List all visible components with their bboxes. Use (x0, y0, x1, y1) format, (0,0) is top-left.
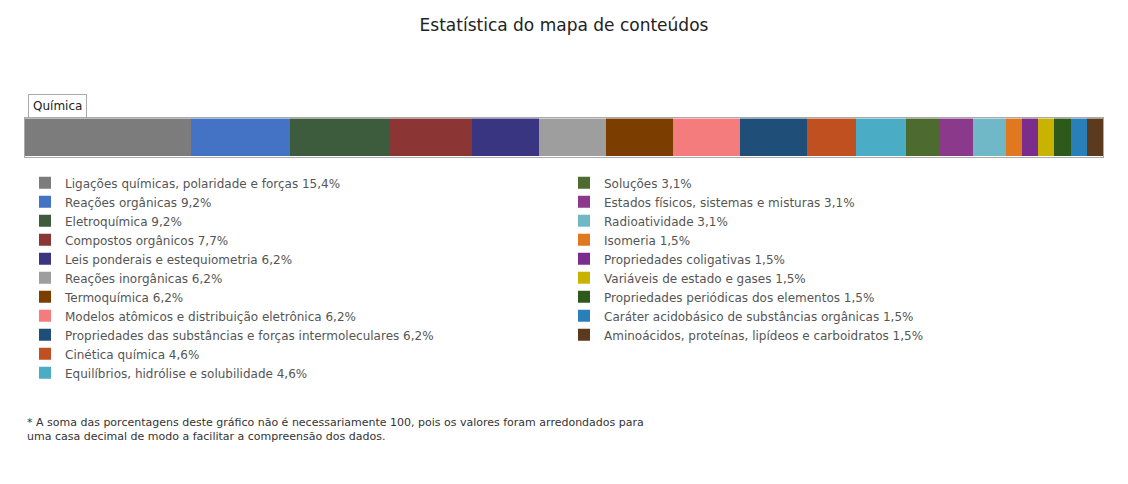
svg-text:Aminoácidos, proteínas, lipíde: Aminoácidos, proteínas, lipídeos e carbo… (604, 329, 923, 343)
svg-text:* A soma das porcentagens dest: * A soma das porcentagens deste gráfico … (27, 416, 644, 443)
svg-text:Variáveis de estado e gases 1,: Variáveis de estado e gases 1,5% (604, 272, 806, 286)
svg-text:Eletroquímica 9,2%: Eletroquímica 9,2% (65, 215, 182, 229)
svg-text:Reações orgânicas 9,2%: Reações orgânicas 9,2% (65, 196, 211, 210)
svg-text:Estatística do mapa de conteúd: Estatística do mapa de conteúdos (420, 15, 709, 35)
svg-text:Ligações químicas, polaridade: Ligações químicas, polaridade e forças 1… (65, 177, 340, 191)
svg-text:Modelos atômicos e distribuiçã: Modelos atômicos e distribuição eletrôni… (65, 310, 356, 324)
svg-text:Soluções 3,1%: Soluções 3,1% (604, 177, 692, 191)
svg-text:Propriedades coligativas 1,5%: Propriedades coligativas 1,5% (604, 253, 785, 267)
svg-text:Radioatividade 3,1%: Radioatividade 3,1% (604, 215, 728, 229)
svg-text:Propriedades periódicas dos el: Propriedades periódicas dos elementos 1,… (604, 291, 874, 305)
svg-text:Leis ponderais e estequiometri: Leis ponderais e estequiometria 6,2% (65, 253, 292, 267)
svg-text:Estados físicos, sistemas e mi: Estados físicos, sistemas e misturas 3,1… (604, 196, 855, 210)
svg-text:Isomeria 1,5%: Isomeria 1,5% (604, 234, 690, 248)
svg-text:Química: Química (33, 99, 82, 113)
svg-text:Caráter acidobásico de substân: Caráter acidobásico de substâncias orgân… (604, 310, 913, 324)
svg-text:Equilíbrios, hidrólise e solub: Equilíbrios, hidrólise e solubilidade 4,… (65, 367, 307, 381)
svg-text:Propriedades das substâncias e: Propriedades das substâncias e forças in… (65, 329, 434, 343)
svg-text:Cinética química 4,6%: Cinética química 4,6% (65, 348, 199, 362)
svg-text:Compostos orgânicos 7,7%: Compostos orgânicos 7,7% (65, 234, 228, 248)
svg-text:Reações inorgânicas 6,2%: Reações inorgânicas 6,2% (65, 272, 222, 286)
svg-text:Termoquímica 6,2%: Termoquímica 6,2% (64, 291, 183, 305)
